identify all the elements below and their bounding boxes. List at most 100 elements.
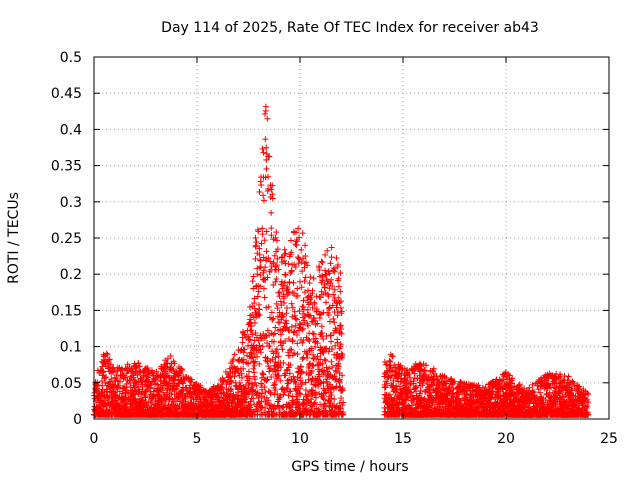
data-point	[302, 242, 309, 249]
data-point	[299, 230, 306, 237]
data-point	[283, 304, 290, 311]
data-point	[107, 361, 114, 368]
data-point	[263, 248, 270, 255]
data-point	[132, 363, 139, 370]
data-point	[250, 359, 257, 366]
data-point	[309, 330, 316, 337]
data-point	[288, 346, 295, 353]
data-point	[277, 331, 284, 338]
data-point	[303, 355, 310, 362]
data-point	[311, 299, 318, 306]
data-point	[133, 364, 140, 371]
data-point	[115, 395, 122, 402]
data-point	[105, 357, 112, 364]
data-point	[328, 358, 335, 365]
data-point	[301, 289, 308, 296]
data-point	[282, 250, 289, 257]
data-point	[273, 276, 280, 283]
data-point	[164, 355, 171, 362]
data-point	[103, 374, 110, 381]
data-point	[337, 270, 344, 277]
data-point	[258, 182, 265, 189]
data-point	[307, 274, 314, 281]
data-point	[106, 356, 113, 363]
data-point	[113, 375, 120, 382]
data-point	[296, 308, 303, 315]
data-point	[252, 234, 259, 241]
data-point	[322, 357, 329, 364]
data-point	[320, 336, 327, 343]
data-point	[273, 229, 280, 236]
data-point	[328, 244, 335, 251]
data-point	[290, 279, 297, 286]
data-point	[288, 300, 295, 307]
data-point	[100, 368, 107, 375]
data-point	[299, 339, 306, 346]
data-point	[119, 390, 126, 397]
data-point	[331, 319, 338, 326]
data-point	[331, 268, 338, 275]
data-point	[331, 396, 338, 403]
data-point	[136, 363, 143, 370]
data-point	[263, 165, 270, 172]
data-point	[303, 259, 310, 266]
data-point	[275, 319, 282, 326]
data-point	[271, 330, 278, 337]
data-point	[262, 264, 269, 271]
data-point	[256, 264, 263, 271]
data-point	[167, 353, 174, 360]
data-point	[241, 346, 248, 353]
data-point	[318, 323, 325, 330]
data-point	[333, 254, 340, 261]
data-point	[119, 367, 126, 374]
data-point	[252, 242, 259, 249]
data-point	[260, 371, 267, 378]
data-point	[337, 288, 344, 295]
data-point	[337, 322, 344, 329]
data-point	[104, 360, 111, 367]
data-point	[328, 254, 335, 261]
data-points	[90, 103, 592, 418]
data-point	[294, 351, 301, 358]
data-point	[253, 239, 260, 246]
data-point	[316, 315, 323, 322]
data-point	[526, 384, 533, 391]
data-point	[260, 192, 267, 199]
data-point	[334, 309, 341, 316]
data-point	[275, 289, 282, 296]
data-point	[417, 387, 424, 394]
data-point	[259, 225, 266, 232]
data-point	[249, 278, 256, 285]
data-point	[259, 145, 266, 152]
data-point	[276, 319, 283, 326]
data-point	[319, 259, 326, 266]
data-point	[271, 252, 278, 259]
data-point	[123, 400, 130, 407]
data-point	[259, 370, 266, 377]
data-point	[281, 246, 288, 253]
data-point	[261, 197, 268, 204]
data-point	[285, 380, 292, 387]
data-point	[103, 350, 110, 357]
data-point	[262, 103, 269, 110]
data-point	[261, 294, 268, 301]
data-point	[134, 372, 141, 379]
data-point	[294, 285, 301, 292]
data-point	[251, 319, 258, 326]
data-point	[329, 364, 336, 371]
data-point	[268, 209, 275, 216]
data-point	[261, 384, 268, 391]
data-point	[101, 397, 108, 404]
data-point	[262, 136, 269, 143]
data-point	[231, 351, 238, 358]
data-point	[117, 378, 124, 385]
data-point	[335, 283, 342, 290]
data-point	[123, 387, 130, 394]
data-point	[104, 351, 111, 358]
data-point	[256, 188, 263, 195]
data-point	[136, 368, 143, 375]
data-point	[135, 360, 142, 367]
data-point	[275, 372, 282, 379]
data-point	[283, 310, 290, 317]
